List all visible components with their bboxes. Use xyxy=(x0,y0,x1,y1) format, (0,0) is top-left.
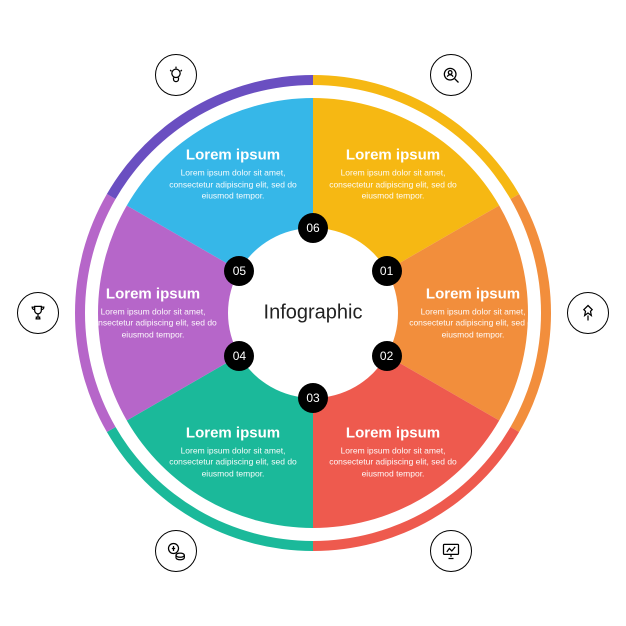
user-search-icon xyxy=(430,54,472,96)
trophy-icon xyxy=(17,292,59,334)
number-badge-text: 05 xyxy=(233,264,246,278)
pin-icon xyxy=(567,292,609,334)
center-title: Infographic xyxy=(264,302,363,325)
number-badge-5: 05 xyxy=(224,256,254,286)
number-badge-text: 06 xyxy=(306,221,319,235)
infographic-stage: Infographic 01Lorem ipsumLorem ipsum dol… xyxy=(0,0,626,626)
number-badge-text: 01 xyxy=(380,264,393,278)
presentation-icon xyxy=(430,530,472,572)
number-badge-text: 04 xyxy=(233,349,246,363)
number-badge-text: 02 xyxy=(380,349,393,363)
number-badge-4: 04 xyxy=(224,341,254,371)
number-badge-2: 02 xyxy=(372,341,402,371)
number-badge-1: 01 xyxy=(372,256,402,286)
number-badge-text: 03 xyxy=(306,391,319,405)
bulb-icon xyxy=(155,54,197,96)
money-coins-icon xyxy=(155,530,197,572)
number-badge-6: 06 xyxy=(298,213,328,243)
number-badge-3: 03 xyxy=(298,383,328,413)
